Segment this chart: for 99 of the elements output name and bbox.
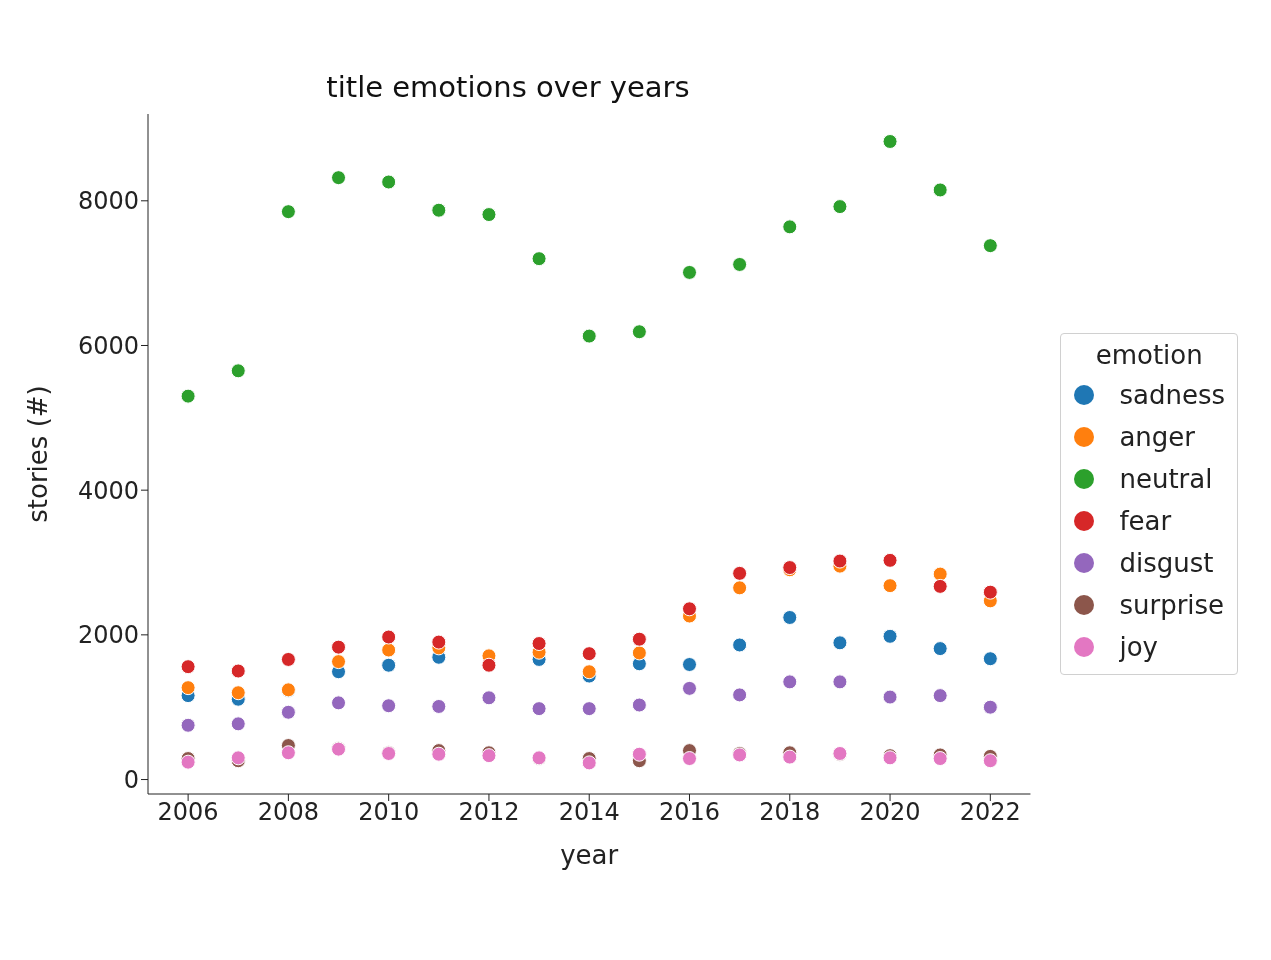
point — [882, 552, 898, 568]
point — [581, 328, 597, 344]
point — [180, 717, 196, 733]
point — [732, 687, 748, 703]
point — [732, 580, 748, 596]
point — [932, 688, 948, 704]
point — [280, 745, 296, 761]
point — [732, 565, 748, 581]
point — [631, 645, 647, 661]
point — [982, 584, 998, 600]
y-tick-label: 8000 — [77, 187, 139, 216]
point — [431, 634, 447, 650]
legend-label: fear — [1119, 506, 1172, 536]
point — [832, 199, 848, 215]
point — [682, 657, 697, 673]
y-tick-label: 2000 — [77, 621, 139, 650]
point — [381, 629, 397, 645]
point — [982, 753, 998, 769]
point — [782, 749, 798, 765]
chart-title: title emotions over years — [325, 70, 691, 104]
point — [180, 388, 196, 404]
point — [280, 651, 296, 667]
y-axis-title: stories (#) — [23, 385, 54, 523]
point — [882, 133, 898, 149]
x-tick-label: 2010 — [358, 798, 420, 827]
point — [230, 663, 246, 679]
point — [381, 642, 397, 658]
point — [882, 578, 898, 594]
point — [581, 701, 597, 717]
point — [431, 698, 447, 714]
point — [481, 207, 497, 223]
x-tick-label: 2022 — [959, 798, 1021, 827]
point — [481, 690, 497, 706]
x-tick-label: 2016 — [658, 798, 721, 827]
point — [631, 324, 647, 340]
point — [782, 609, 798, 625]
point — [581, 646, 597, 662]
y-tick-label: 6000 — [77, 332, 139, 361]
point — [882, 628, 898, 644]
point — [581, 755, 597, 771]
x-tick-label: 2020 — [859, 798, 921, 827]
legend-label: neutral — [1119, 464, 1213, 494]
point — [280, 204, 296, 220]
point — [481, 657, 497, 673]
x-tick-label: 2014 — [558, 798, 620, 827]
point — [882, 689, 898, 705]
point — [180, 680, 196, 696]
point — [381, 174, 397, 190]
point — [581, 664, 597, 680]
point — [682, 601, 697, 617]
x-tick-label: 2018 — [759, 798, 821, 827]
point — [832, 674, 848, 690]
point — [331, 695, 347, 711]
point — [682, 751, 697, 767]
point — [331, 639, 347, 655]
legend-label: surprise — [1119, 590, 1225, 620]
point — [230, 363, 246, 379]
point — [932, 751, 948, 767]
point — [180, 659, 196, 675]
point — [682, 264, 697, 280]
legend-label: anger — [1119, 422, 1196, 452]
point — [832, 553, 848, 569]
point — [631, 697, 647, 713]
point — [230, 685, 246, 701]
point — [280, 704, 296, 720]
point — [531, 701, 547, 717]
legend-label: sadness — [1119, 380, 1225, 410]
y-tick-label: 4000 — [77, 476, 139, 505]
point — [932, 566, 948, 582]
x-tick-label: 2008 — [257, 798, 319, 827]
point — [932, 641, 948, 657]
legend-title: emotion — [1094, 340, 1204, 370]
point — [431, 202, 447, 218]
y-tick-label: 0 — [123, 766, 139, 795]
point — [782, 219, 798, 235]
point — [381, 657, 397, 673]
x-tick-label: 2006 — [157, 798, 219, 827]
point — [682, 680, 697, 696]
point — [631, 746, 647, 762]
point — [732, 256, 748, 272]
point — [531, 251, 547, 267]
point — [832, 635, 848, 651]
point — [381, 698, 397, 714]
x-axis-title: year — [560, 840, 619, 870]
point — [331, 654, 347, 670]
point — [932, 578, 948, 594]
point — [982, 651, 998, 667]
point — [932, 182, 948, 198]
legend-label: disgust — [1119, 548, 1214, 578]
point — [982, 699, 998, 715]
legend-label: joy — [1119, 632, 1158, 662]
point — [982, 238, 998, 254]
point — [782, 674, 798, 690]
x-tick-label: 2012 — [458, 798, 520, 827]
point — [531, 636, 547, 652]
point — [732, 637, 748, 653]
point — [631, 631, 647, 647]
point — [331, 170, 347, 186]
point — [230, 716, 246, 732]
